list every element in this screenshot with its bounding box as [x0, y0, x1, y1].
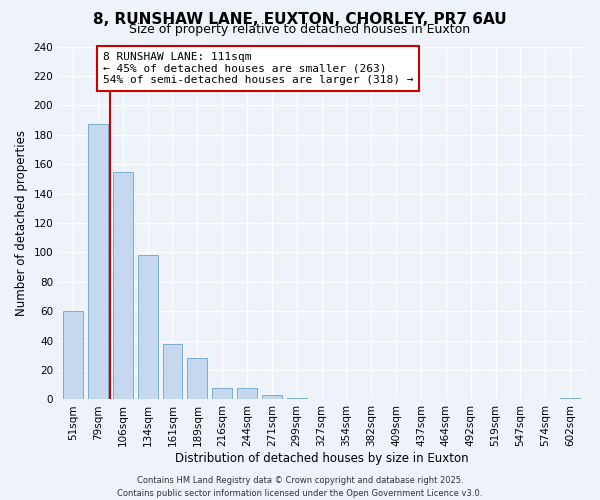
X-axis label: Distribution of detached houses by size in Euxton: Distribution of detached houses by size …	[175, 452, 469, 465]
Bar	[237, 388, 257, 400]
Bar	[262, 395, 282, 400]
Bar	[212, 388, 232, 400]
Text: 8 RUNSHAW LANE: 111sqm
← 45% of detached houses are smaller (263)
54% of semi-de: 8 RUNSHAW LANE: 111sqm ← 45% of detached…	[103, 52, 413, 85]
Bar	[113, 172, 133, 400]
Bar	[187, 358, 207, 400]
Text: Size of property relative to detached houses in Euxton: Size of property relative to detached ho…	[130, 22, 470, 36]
Bar	[560, 398, 580, 400]
Text: Contains HM Land Registry data © Crown copyright and database right 2025.
Contai: Contains HM Land Registry data © Crown c…	[118, 476, 482, 498]
Bar	[63, 311, 83, 400]
Bar	[287, 398, 307, 400]
Bar	[163, 344, 182, 400]
Text: 8, RUNSHAW LANE, EUXTON, CHORLEY, PR7 6AU: 8, RUNSHAW LANE, EUXTON, CHORLEY, PR7 6A…	[93, 12, 507, 28]
Bar	[88, 124, 108, 400]
Y-axis label: Number of detached properties: Number of detached properties	[15, 130, 28, 316]
Bar	[137, 256, 158, 400]
